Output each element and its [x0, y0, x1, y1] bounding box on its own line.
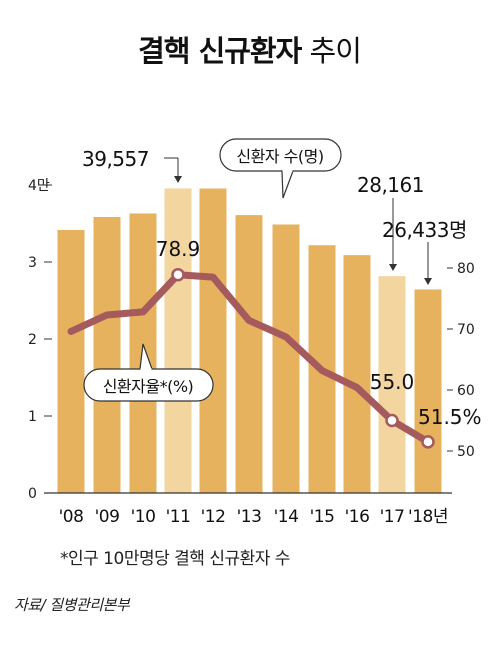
x-tick-label: '08	[59, 507, 84, 527]
line-legend-text: 신환자율*(%)	[103, 377, 194, 396]
chart-title: 결핵 신규환자 추이	[0, 28, 499, 70]
x-tick-label: '16	[345, 507, 370, 527]
bar-legend-pointer	[281, 170, 294, 199]
footnote: *인구 10만명당 결핵 신규환자 수	[60, 549, 290, 569]
bar-label-2018: 26,433명	[382, 218, 467, 242]
bar	[235, 215, 263, 494]
x-tick-label: '18년	[408, 507, 448, 527]
x-tick-label: '12	[201, 507, 226, 527]
left-tick-label: 4만	[28, 178, 50, 194]
bar-label-2017: 28,161	[357, 173, 424, 197]
bar	[164, 188, 192, 493]
x-tick-label: '09	[95, 507, 120, 527]
bar-legend-joint	[282, 168, 293, 172]
line-point-marker	[171, 267, 185, 282]
line-point-marker	[385, 413, 399, 428]
bar-legend-text: 신환자 수(명)	[236, 147, 323, 166]
bar-2011-arrow	[174, 176, 182, 183]
x-tick-label: '15	[310, 507, 335, 527]
line-label-2011: 78.9	[156, 237, 201, 261]
right-tick-label: 60	[457, 383, 475, 399]
source-label: 자료/ 질병관리본부	[14, 596, 130, 614]
x-tick-label: '14	[274, 507, 299, 527]
title-main: 결핵 신규환자	[138, 34, 302, 68]
series-line	[67, 271, 432, 446]
line-label-2017: 55.0	[370, 370, 415, 394]
bar	[272, 224, 300, 493]
line-point-marker	[421, 435, 435, 449]
x-tick-label: '17	[380, 507, 405, 527]
bar-2018-arrow	[424, 278, 432, 285]
bar-legend-bubble	[219, 138, 342, 172]
left-tick-label: 0	[28, 486, 37, 502]
x-tick-label: '11	[166, 507, 191, 527]
bar	[57, 229, 85, 494]
title-sub: 추이	[309, 34, 362, 68]
bar	[199, 188, 227, 494]
right-tick-label: 50	[457, 444, 475, 460]
left-tick-label: 1	[28, 409, 37, 425]
bar	[93, 216, 121, 493]
x-tick-label: '10	[131, 507, 156, 527]
bar-2017-arrow	[389, 264, 397, 271]
bar-label-2011: 39,557	[82, 147, 149, 171]
bar	[378, 276, 406, 493]
right-tick-label: 70	[457, 322, 475, 338]
x-tick-label: '13	[237, 507, 262, 527]
left-tick-label: 2	[28, 332, 37, 348]
bar	[343, 255, 371, 493]
left-tick-label: 3	[28, 255, 37, 271]
bar	[414, 289, 442, 493]
right-tick-label: 80	[457, 261, 475, 277]
line-label-2018: 51.5%	[418, 405, 482, 429]
line-legend-joint	[140, 368, 152, 372]
